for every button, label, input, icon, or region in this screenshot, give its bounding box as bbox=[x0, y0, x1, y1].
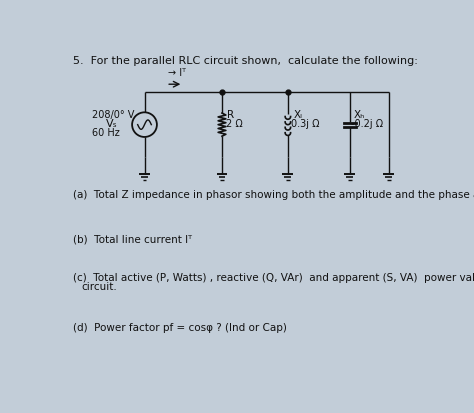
Text: 5.  For the parallel RLC circuit shown,  calculate the following:: 5. For the parallel RLC circuit shown, c… bbox=[73, 56, 418, 66]
Text: Xₕ: Xₕ bbox=[354, 109, 365, 120]
Text: R: R bbox=[228, 109, 235, 120]
Text: 2 Ω: 2 Ω bbox=[226, 119, 243, 129]
Text: Xₗ: Xₗ bbox=[293, 109, 302, 120]
Text: 60 Hz: 60 Hz bbox=[92, 128, 119, 138]
Text: Vₛ: Vₛ bbox=[106, 119, 118, 129]
Text: → Iᵀ: → Iᵀ bbox=[168, 68, 186, 78]
Text: (b)  Total line current Iᵀ: (b) Total line current Iᵀ bbox=[73, 234, 192, 244]
Text: (d)  Power factor pf = cosφ ? (Ind or Cap): (d) Power factor pf = cosφ ? (Ind or Cap… bbox=[73, 323, 287, 333]
Text: (c)  Total active (P, Watts) , reactive (Q, VAr)  and apparent (S, VA)  power va: (c) Total active (P, Watts) , reactive (… bbox=[73, 273, 474, 283]
Text: (a)  Total Z impedance in phasor showing both the amplitude and the phase angle:: (a) Total Z impedance in phasor showing … bbox=[73, 190, 474, 200]
Text: -0.2j Ω: -0.2j Ω bbox=[351, 119, 383, 129]
Text: circuit.: circuit. bbox=[81, 282, 117, 292]
Text: 0.3j Ω: 0.3j Ω bbox=[291, 119, 319, 129]
Text: 208/0° V: 208/0° V bbox=[92, 109, 134, 120]
